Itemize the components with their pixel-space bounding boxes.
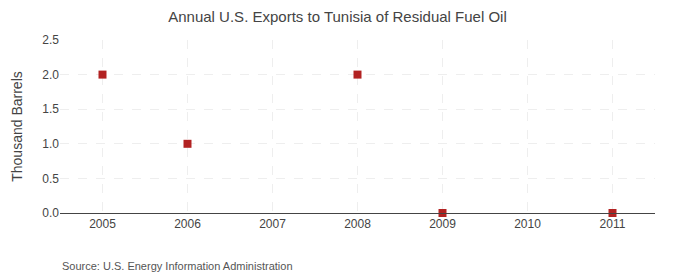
svg-text:Annual U.S. Exports to Tunisia: Annual U.S. Exports to Tunisia of Residu… [168,8,507,25]
svg-text:1.0: 1.0 [42,137,59,151]
svg-text:2011: 2011 [600,217,626,231]
svg-text:2010: 2010 [514,217,541,231]
svg-text:1.5: 1.5 [42,102,59,116]
svg-text:2.5: 2.5 [42,33,59,47]
svg-text:Source: U.S. Energy Informatio: Source: U.S. Energy Information Administ… [62,260,293,272]
svg-text:2009: 2009 [429,217,456,231]
svg-text:2008: 2008 [344,217,371,231]
svg-text:2005: 2005 [89,217,116,231]
svg-text:0.5: 0.5 [42,172,59,186]
svg-text:2.0: 2.0 [42,68,59,82]
svg-text:2006: 2006 [174,217,201,231]
svg-text:2007: 2007 [259,217,286,231]
svg-text:Thousand Barrels: Thousand Barrels [9,71,25,182]
svg-text:0.0: 0.0 [42,206,59,220]
